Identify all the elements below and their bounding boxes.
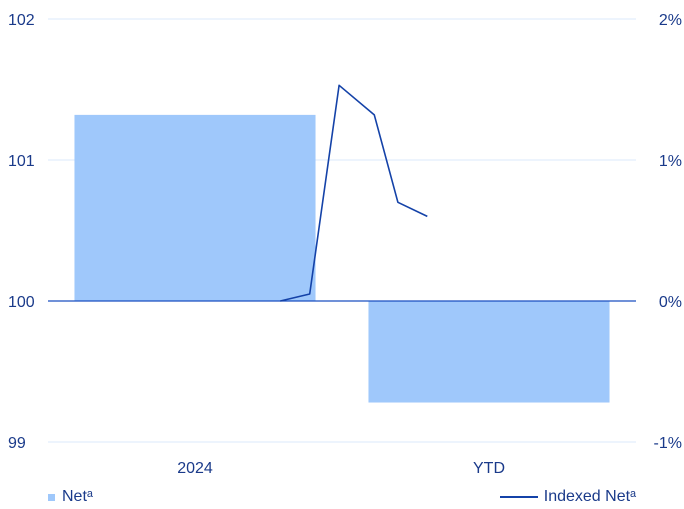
legend-net: Netᵃ [48,488,93,506]
bar-2024 [74,114,316,301]
right-axis-ticks: 2% 1% 0% -1% [654,12,682,452]
legend-indexed-net-label: Indexed Netᵃ [543,488,636,505]
right-tick-label: -1% [654,435,682,452]
bar-ytd [368,301,610,403]
x-axis-ticks: 2024 YTD [177,460,505,477]
legend-indexed-net: Indexed Netᵃ [499,488,636,506]
line-indexed-net [280,84,428,302]
legend-net-label: Netᵃ [62,488,93,505]
left-tick-label: 100 [8,294,35,311]
left-tick-label: 101 [8,153,35,170]
left-axis-ticks: 102 101 100 99 [8,12,35,452]
left-tick-label: 99 [8,435,26,452]
x-tick-label: YTD [473,460,505,477]
x-tick-label: 2024 [177,460,213,477]
right-tick-label: 0% [659,294,682,311]
left-tick-label: 102 [8,12,35,29]
legend-net-swatch [48,493,55,501]
legend-indexed-net-swatch [499,496,538,498]
right-tick-label: 1% [659,153,682,170]
right-tick-label: 2% [659,12,682,29]
bars [74,114,610,403]
line-layer [280,84,428,302]
